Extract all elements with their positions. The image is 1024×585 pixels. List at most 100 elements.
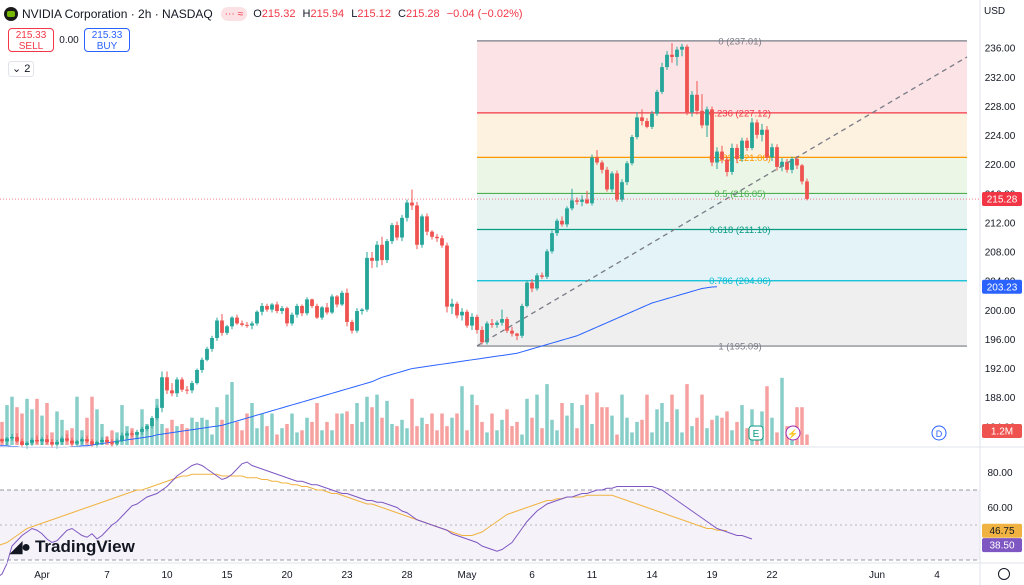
indicator-pill[interactable]: ⋯ ≈ bbox=[220, 7, 248, 21]
sell-button[interactable]: 215.33 SELL bbox=[8, 28, 54, 52]
candle-body bbox=[95, 442, 99, 445]
candle bbox=[335, 295, 339, 308]
candle bbox=[210, 335, 214, 352]
volume-bar bbox=[240, 430, 244, 445]
candle-body bbox=[40, 439, 44, 442]
currency-selector[interactable]: USD bbox=[984, 6, 1006, 17]
candle bbox=[390, 222, 394, 245]
candle-body bbox=[280, 308, 284, 312]
rsi-ma-tag: 46.75 bbox=[982, 523, 1022, 538]
candle-body bbox=[135, 431, 139, 435]
volume-bar bbox=[200, 417, 204, 445]
candle-body bbox=[250, 323, 254, 326]
candle bbox=[535, 273, 539, 291]
candle-body bbox=[545, 251, 549, 277]
candlesticks bbox=[0, 43, 809, 449]
volume-bar bbox=[190, 417, 194, 445]
candle bbox=[185, 386, 189, 395]
candle-body bbox=[100, 439, 104, 443]
ohlc-change: −0.04 (−0.02%) bbox=[446, 8, 523, 20]
candle-body bbox=[540, 275, 544, 277]
candle bbox=[105, 436, 109, 444]
last-price-tag-bg bbox=[982, 192, 1022, 207]
volume-bar bbox=[25, 398, 29, 445]
candle bbox=[300, 304, 304, 317]
candle-body bbox=[20, 441, 24, 445]
fib-level-label: 0.786 (204.06) bbox=[709, 276, 771, 287]
candle bbox=[450, 298, 454, 314]
volume-bar bbox=[290, 413, 294, 445]
candle bbox=[180, 377, 184, 392]
volume-bar bbox=[395, 426, 399, 445]
candle-body bbox=[380, 244, 384, 261]
candle-body bbox=[780, 161, 784, 167]
candle bbox=[255, 310, 259, 326]
candle-body bbox=[10, 436, 14, 439]
candle bbox=[10, 434, 14, 441]
time-tick-label: 15 bbox=[221, 570, 233, 581]
volume-bar bbox=[295, 432, 299, 445]
candle-body bbox=[140, 428, 144, 432]
candle bbox=[375, 241, 379, 268]
candle bbox=[585, 190, 589, 205]
tradingview-mark-icon: ◢● bbox=[10, 539, 31, 556]
candle bbox=[420, 214, 424, 248]
volume-bar bbox=[460, 386, 464, 445]
candle bbox=[660, 62, 664, 95]
candle-body bbox=[620, 182, 624, 200]
volume-bar bbox=[455, 413, 459, 445]
volume-bar bbox=[730, 430, 734, 445]
volume-bar bbox=[310, 421, 314, 445]
volume-bar bbox=[745, 428, 749, 445]
candle bbox=[50, 439, 54, 448]
ma-value-tag: 203.23 bbox=[982, 279, 1022, 294]
candle-body bbox=[585, 199, 589, 204]
buy-button[interactable]: 215.33 BUY bbox=[84, 28, 130, 52]
candle bbox=[240, 320, 244, 327]
symbol-title[interactable]: NVIDIA Corporation · 2h · NASDAQ bbox=[22, 7, 213, 21]
rsi-tag-bg bbox=[982, 538, 1022, 553]
candle-body bbox=[150, 418, 154, 427]
candle-body bbox=[635, 117, 639, 138]
volume-bar bbox=[560, 403, 564, 445]
candle bbox=[145, 424, 149, 432]
candle-body bbox=[295, 305, 299, 315]
volume-bar bbox=[165, 428, 169, 445]
candle-body bbox=[200, 359, 204, 371]
volume-bar bbox=[70, 428, 74, 445]
volume-bar bbox=[435, 430, 439, 445]
candle-body bbox=[305, 299, 309, 314]
volume-bar bbox=[270, 413, 274, 445]
price-tick-label: 200.00 bbox=[985, 306, 1016, 317]
gear-icon[interactable] bbox=[998, 568, 1010, 580]
volume-bar bbox=[535, 394, 539, 445]
candle-body bbox=[235, 317, 239, 324]
candle bbox=[220, 313, 224, 336]
volume-bar bbox=[10, 396, 14, 445]
candle-body bbox=[425, 216, 429, 232]
candle-body bbox=[440, 238, 444, 246]
candle bbox=[730, 143, 734, 175]
rsi-tag: 38.50 bbox=[982, 538, 1022, 553]
candle-body bbox=[465, 311, 469, 326]
volume-bar bbox=[550, 419, 554, 445]
volume-bar bbox=[45, 403, 49, 445]
volume-bar bbox=[800, 407, 804, 445]
candle-body bbox=[690, 94, 694, 113]
candle bbox=[90, 439, 94, 448]
volume-bar bbox=[235, 421, 239, 445]
candle bbox=[600, 160, 604, 174]
candle bbox=[495, 320, 499, 328]
candle-body bbox=[480, 329, 484, 343]
candle bbox=[200, 357, 204, 373]
candle-body bbox=[580, 199, 584, 202]
candle-body bbox=[460, 311, 464, 316]
volume-bar bbox=[700, 394, 704, 445]
candle-body bbox=[275, 304, 279, 312]
volume-bar bbox=[55, 411, 59, 445]
indicators-collapse-toggle[interactable]: ⌄ 2 bbox=[8, 61, 35, 77]
candle bbox=[225, 324, 229, 336]
candle-body bbox=[685, 46, 689, 113]
candle bbox=[480, 326, 484, 345]
